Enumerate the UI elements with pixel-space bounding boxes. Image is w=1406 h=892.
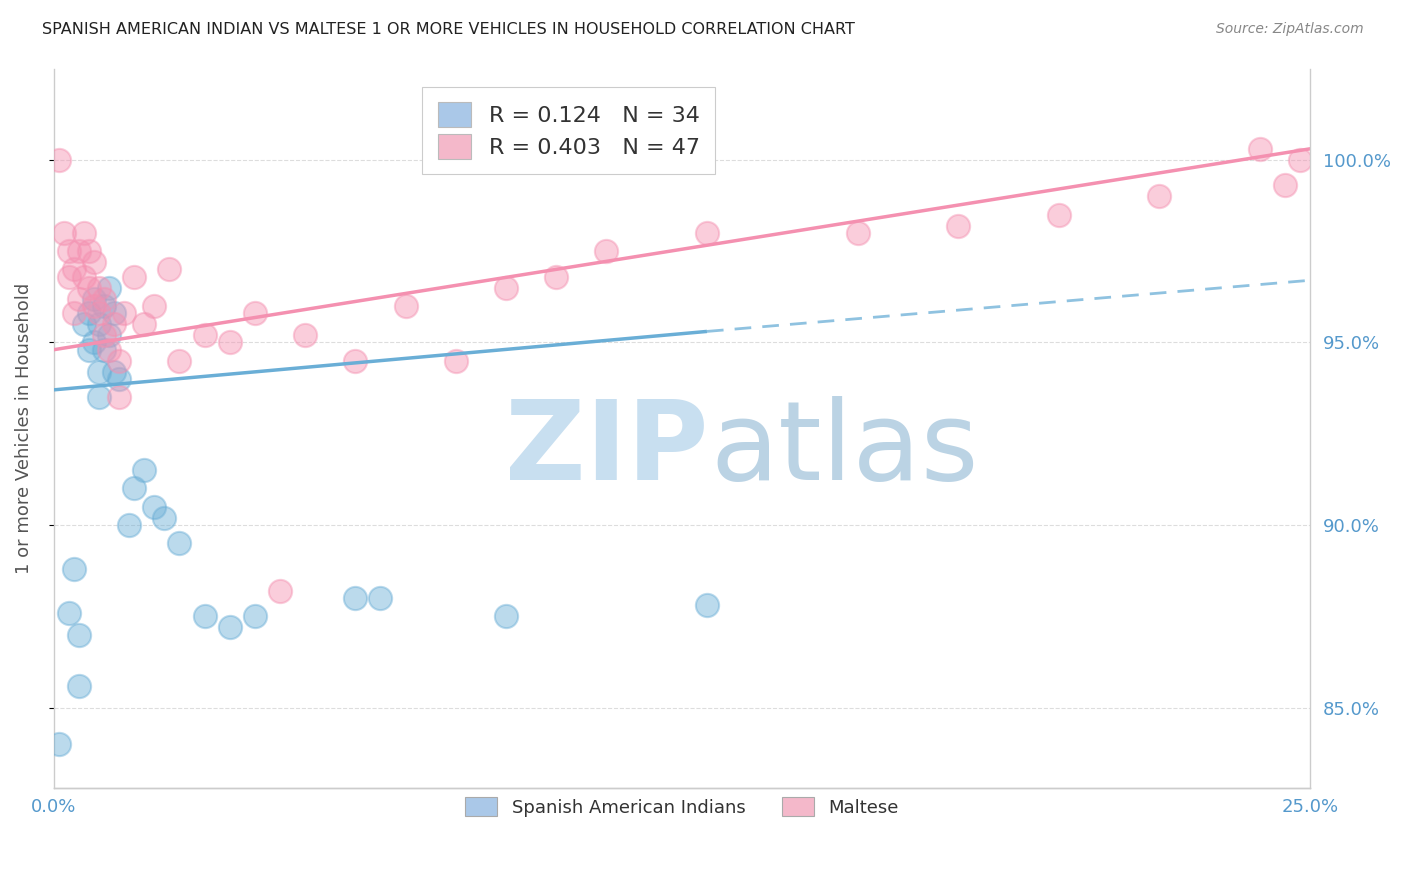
Point xyxy=(218,620,240,634)
Point xyxy=(93,328,115,343)
Point xyxy=(153,510,176,524)
Point xyxy=(103,306,125,320)
Point xyxy=(48,737,70,751)
Point xyxy=(63,262,86,277)
Point xyxy=(169,536,191,550)
Point xyxy=(946,219,969,233)
Point xyxy=(67,679,90,693)
Point xyxy=(77,343,100,357)
Point xyxy=(77,244,100,258)
Point xyxy=(63,562,86,576)
Point xyxy=(83,335,105,350)
Point xyxy=(108,372,131,386)
Point xyxy=(83,299,105,313)
Point xyxy=(87,390,110,404)
Point xyxy=(52,803,75,817)
Point xyxy=(58,606,80,620)
Point xyxy=(143,299,166,313)
Point xyxy=(122,269,145,284)
Point xyxy=(108,390,131,404)
Point xyxy=(122,482,145,496)
Point xyxy=(243,306,266,320)
Point xyxy=(444,353,467,368)
Point xyxy=(344,591,367,605)
Legend: Spanish American Indians, Maltese: Spanish American Indians, Maltese xyxy=(456,789,908,826)
Point xyxy=(193,328,215,343)
Point xyxy=(58,244,80,258)
Point xyxy=(1249,142,1271,156)
Point xyxy=(108,353,131,368)
Text: SPANISH AMERICAN INDIAN VS MALTESE 1 OR MORE VEHICLES IN HOUSEHOLD CORRELATION C: SPANISH AMERICAN INDIAN VS MALTESE 1 OR … xyxy=(42,22,855,37)
Point xyxy=(243,609,266,624)
Text: atlas: atlas xyxy=(711,396,980,503)
Point xyxy=(495,280,517,294)
Text: ZIP: ZIP xyxy=(505,396,709,503)
Point xyxy=(269,583,291,598)
Point xyxy=(98,280,121,294)
Point xyxy=(134,317,156,331)
Point xyxy=(143,500,166,514)
Point xyxy=(157,262,180,277)
Text: Source: ZipAtlas.com: Source: ZipAtlas.com xyxy=(1216,22,1364,37)
Point xyxy=(77,306,100,320)
Point xyxy=(67,244,90,258)
Y-axis label: 1 or more Vehicles in Household: 1 or more Vehicles in Household xyxy=(15,283,32,574)
Point xyxy=(169,353,191,368)
Point xyxy=(93,292,115,306)
Point xyxy=(1274,178,1296,193)
Point xyxy=(87,365,110,379)
Point xyxy=(73,269,96,284)
Point xyxy=(93,299,115,313)
Point xyxy=(67,627,90,641)
Point xyxy=(103,365,125,379)
Point xyxy=(495,609,517,624)
Point xyxy=(118,518,141,533)
Point xyxy=(63,306,86,320)
Point xyxy=(103,317,125,331)
Point xyxy=(77,280,100,294)
Point xyxy=(1147,189,1170,203)
Point xyxy=(370,591,392,605)
Point xyxy=(87,317,110,331)
Point xyxy=(595,244,617,258)
Point xyxy=(98,343,121,357)
Point xyxy=(134,463,156,477)
Point xyxy=(218,335,240,350)
Point xyxy=(1047,208,1070,222)
Point xyxy=(1288,153,1310,167)
Point xyxy=(98,328,121,343)
Point xyxy=(73,226,96,240)
Point xyxy=(193,609,215,624)
Point xyxy=(546,269,568,284)
Point xyxy=(67,292,90,306)
Point xyxy=(344,353,367,368)
Point xyxy=(87,280,110,294)
Point xyxy=(83,255,105,269)
Point xyxy=(112,306,135,320)
Point xyxy=(93,343,115,357)
Point xyxy=(696,599,718,613)
Point xyxy=(58,269,80,284)
Point xyxy=(73,317,96,331)
Point xyxy=(696,226,718,240)
Point xyxy=(846,226,869,240)
Point xyxy=(394,299,416,313)
Point xyxy=(48,153,70,167)
Point xyxy=(52,226,75,240)
Point xyxy=(83,292,105,306)
Point xyxy=(87,306,110,320)
Point xyxy=(294,328,316,343)
